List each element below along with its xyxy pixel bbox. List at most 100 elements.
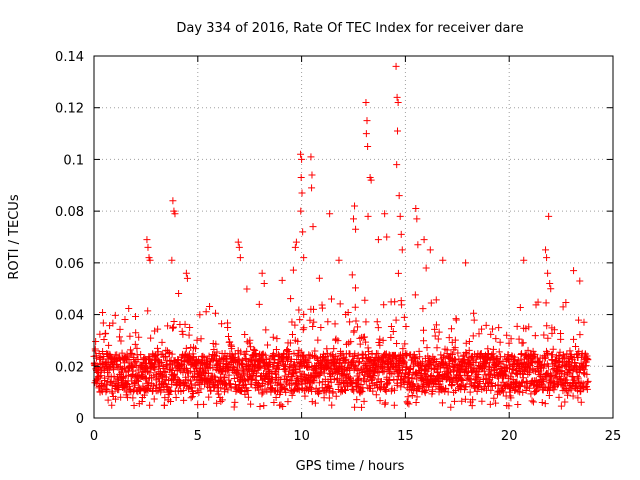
data-point: [309, 376, 317, 384]
data-point: [514, 387, 522, 395]
data-point: [111, 311, 119, 319]
data-point: [391, 386, 399, 394]
data-points: [90, 62, 592, 411]
data-point: [488, 382, 496, 390]
data-point: [373, 318, 381, 326]
data-point: [307, 153, 315, 161]
data-point: [355, 370, 363, 378]
data-point: [375, 369, 383, 377]
data-point: [310, 377, 318, 385]
data-point: [168, 350, 176, 358]
data-point: [291, 243, 299, 251]
x-tick-label: 20: [501, 429, 518, 444]
data-point: [510, 357, 518, 365]
data-point: [135, 333, 143, 341]
data-point: [100, 353, 108, 361]
data-point: [247, 400, 255, 408]
data-point: [487, 386, 495, 394]
data-point: [350, 327, 358, 335]
data-point: [308, 184, 316, 192]
data-point: [332, 392, 340, 400]
data-point: [537, 370, 545, 378]
data-point: [530, 352, 538, 360]
data-point: [213, 348, 221, 356]
data-point: [248, 375, 256, 383]
data-point: [354, 376, 362, 384]
data-point: [571, 359, 579, 367]
data-point: [292, 369, 300, 377]
data-point: [329, 388, 337, 396]
data-point: [478, 325, 486, 333]
data-point: [163, 383, 171, 391]
data-point: [423, 344, 431, 352]
data-point: [511, 387, 519, 395]
data-point: [346, 318, 354, 326]
data-point: [542, 246, 550, 254]
data-point: [221, 374, 229, 382]
data-point: [200, 368, 208, 376]
data-point: [158, 359, 166, 367]
data-point: [353, 379, 361, 387]
data-point: [516, 383, 524, 391]
data-point: [386, 376, 394, 384]
data-point: [551, 373, 559, 381]
data-point: [298, 189, 306, 197]
data-point: [315, 379, 323, 387]
data-point: [243, 285, 251, 293]
data-point: [157, 386, 165, 394]
data-point: [357, 380, 365, 388]
data-point: [210, 372, 218, 380]
data-point: [161, 368, 169, 376]
data-point: [465, 346, 473, 354]
data-point: [362, 99, 370, 107]
data-point: [146, 401, 154, 409]
data-point: [117, 393, 125, 401]
data-point: [540, 361, 548, 369]
data-point: [352, 317, 360, 325]
data-point: [116, 333, 124, 341]
data-point: [566, 347, 574, 355]
data-point: [448, 351, 456, 359]
data-point: [399, 345, 407, 353]
data-point: [504, 351, 512, 359]
data-point: [231, 356, 239, 364]
data-point: [286, 376, 294, 384]
data-point: [372, 391, 380, 399]
data-point: [574, 354, 582, 362]
data-point: [262, 326, 270, 334]
data-point: [217, 384, 225, 392]
data-point: [575, 347, 583, 355]
y-tick-label: 0.04: [55, 309, 84, 324]
data-point: [351, 403, 359, 411]
data-point: [546, 377, 554, 385]
data-point: [290, 349, 298, 357]
data-point: [412, 399, 420, 407]
data-point: [199, 352, 207, 360]
data-point: [492, 335, 500, 343]
data-point: [231, 380, 239, 388]
data-point: [350, 215, 357, 223]
data-point: [335, 256, 343, 264]
data-point: [583, 385, 591, 393]
data-point: [150, 395, 158, 403]
data-point: [110, 364, 118, 372]
data-point: [258, 269, 266, 277]
data-point: [255, 386, 263, 394]
data-point: [324, 318, 332, 326]
data-point: [519, 359, 527, 367]
data-point: [128, 350, 136, 358]
data-point: [567, 386, 575, 394]
data-point: [300, 254, 308, 262]
data-point: [131, 340, 139, 348]
data-point: [99, 348, 107, 356]
data-point: [311, 347, 319, 355]
data-point: [144, 307, 152, 315]
data-point: [400, 313, 408, 321]
data-point: [186, 324, 194, 332]
data-point: [297, 207, 305, 215]
data-point: [108, 401, 116, 409]
data-point: [270, 398, 278, 406]
y-tick-label: 0.02: [55, 360, 84, 375]
data-point: [349, 385, 357, 393]
